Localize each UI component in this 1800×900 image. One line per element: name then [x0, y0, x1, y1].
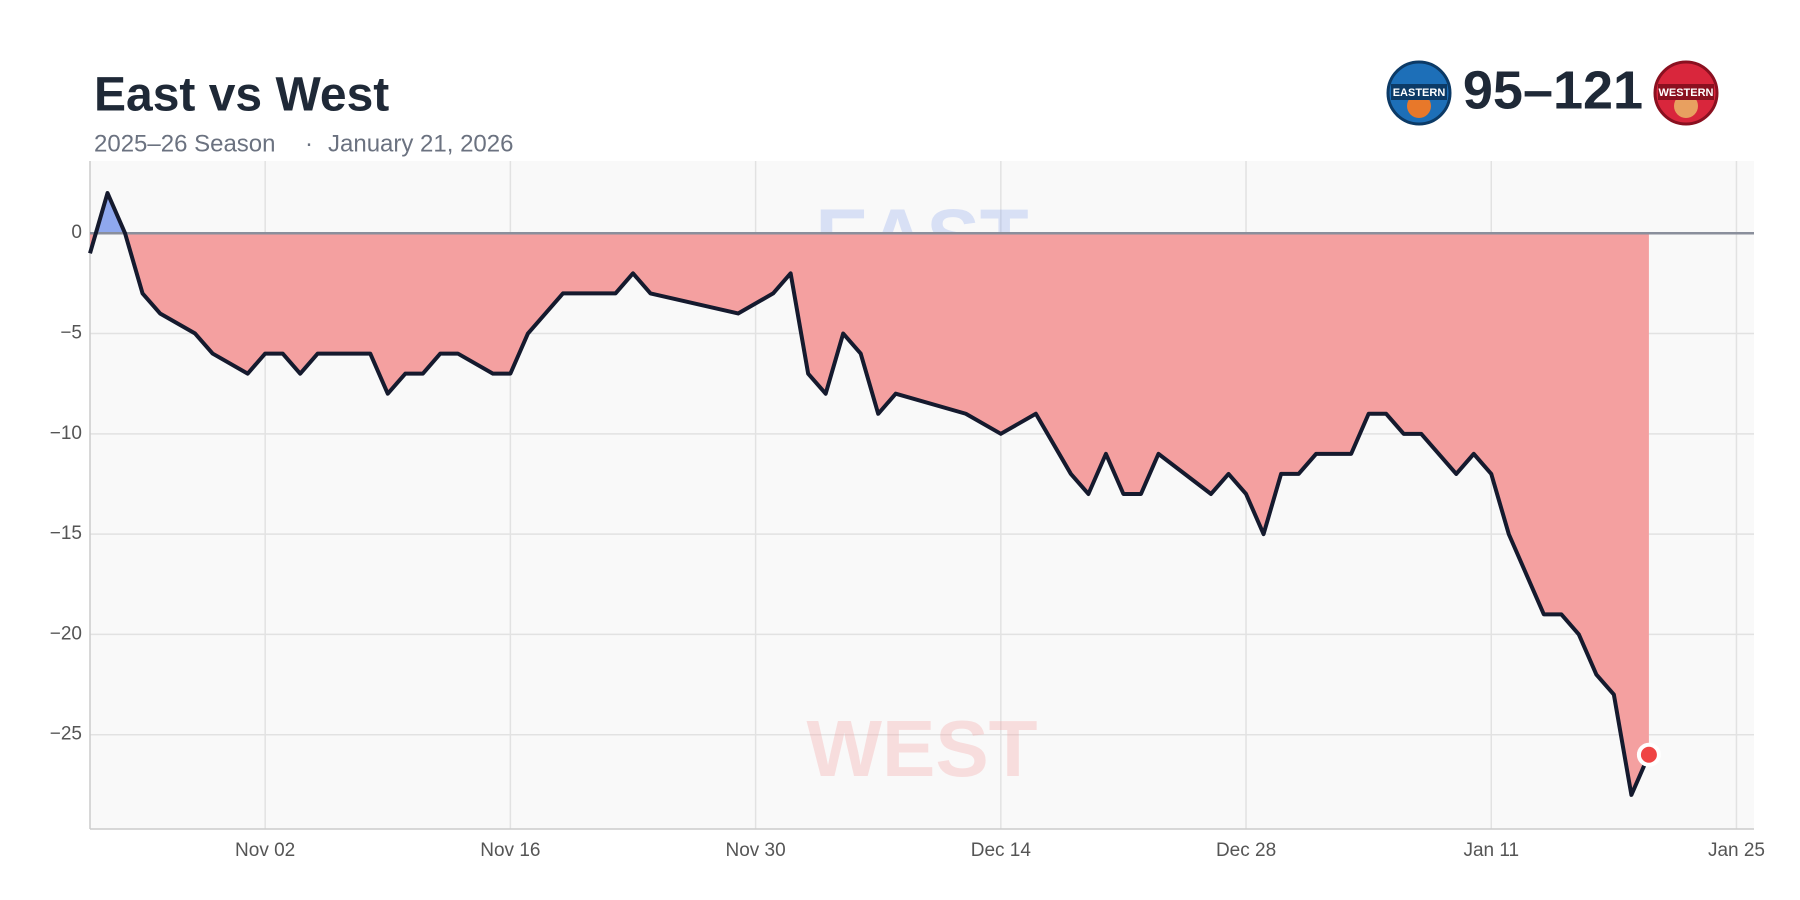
y-tick-label: −25	[50, 724, 82, 745]
y-tick-label: −5	[60, 323, 82, 344]
x-tick-label: Jan 25	[1708, 840, 1765, 861]
marks: EASTWEST	[88, 191, 1754, 797]
west-logo: WESTERN	[1653, 60, 1719, 126]
separator: ·	[305, 130, 313, 157]
x-tick-label: Nov 30	[725, 840, 785, 861]
y-tick-label: −15	[50, 523, 82, 544]
x-tick-label: Nov 02	[235, 840, 295, 861]
y-tick-label: 0	[71, 222, 82, 243]
end-marker	[1636, 742, 1661, 767]
line	[88, 191, 1651, 797]
east-logo: EASTERN	[1386, 60, 1452, 126]
x-tick-label: Nov 16	[480, 840, 540, 861]
x-tick-label: Dec 14	[971, 840, 1032, 861]
season: 2025–26 Season	[94, 130, 276, 157]
x-tick-label: Jan 11	[1463, 840, 1519, 861]
y-tick-label: −10	[50, 423, 82, 444]
annotation: WEST	[806, 704, 1037, 793]
logo-text: EASTERN	[1393, 87, 1446, 99]
score: 95–121	[1463, 60, 1643, 120]
area-negative	[90, 233, 1649, 795]
date: January 21, 2026	[328, 130, 513, 157]
y-tick-label: −20	[50, 623, 82, 644]
x-tick-label: Dec 28	[1216, 840, 1276, 861]
title: East vs West	[94, 69, 389, 122]
logo-text: WESTERN	[1659, 87, 1714, 99]
